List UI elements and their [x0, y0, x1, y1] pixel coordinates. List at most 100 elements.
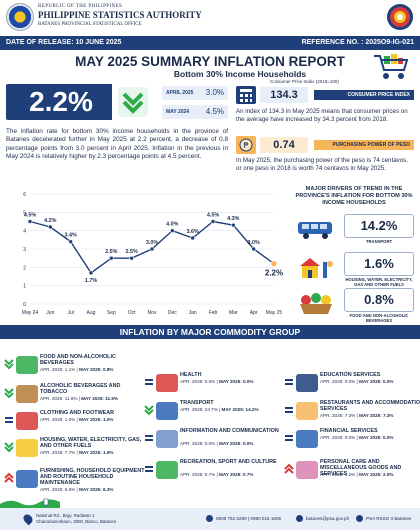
- landscape-illustration: [0, 498, 60, 510]
- driver-food: 0.8% FOOD AND NON-ALCOHOLIC BEVERAGES: [296, 288, 414, 324]
- commodity-item: EDUCATION SERVICES APR. 2025: 0.0% | MAY …: [284, 372, 420, 396]
- x-tick-label: Feb: [209, 310, 218, 316]
- data-label: 3.0%: [146, 240, 158, 246]
- commodity-apr-value: APR. 2025: 11.6%: [40, 396, 78, 401]
- headline-inflation-rate: 2.2%: [6, 84, 116, 120]
- trend-arrow-icon: [145, 379, 153, 385]
- y-tick-label: 5: [23, 210, 26, 216]
- ppp-value: 0.74: [260, 137, 308, 153]
- footer-facebook[interactable]: PSA RSSO II Batanes: [366, 516, 412, 521]
- commodity-may-value: MAY 2025: 0.8%: [79, 367, 114, 372]
- commodity-may-value: MAY 2025: 0.7%: [219, 472, 254, 477]
- data-point: [48, 224, 53, 230]
- commodity-icon: [16, 470, 38, 488]
- commodity-may-value: MAY 2025: 0.0%: [359, 379, 394, 384]
- drivers-title: MAJOR DRIVERS OF TREND IN THE PROVINCE'S…: [295, 186, 413, 206]
- commodity-apr-value: APR. 2025: 7.3%: [320, 413, 356, 418]
- x-tick-label: May 24: [22, 310, 39, 316]
- commodity-values: APR. 2025: 0.0% | MAY 2025: 0.0%: [320, 379, 394, 384]
- x-tick-label: Jun: [46, 310, 54, 316]
- may-2024-label: MAY 2024: [166, 109, 190, 115]
- driver-housing-value: 1.6%: [344, 252, 414, 276]
- trend-arrow-icon: [4, 359, 14, 370]
- x-tick-label: Aug: [87, 310, 96, 316]
- food-basket-icon: [300, 293, 332, 314]
- commodity-apr-value: APR. 2025: 1.1%: [40, 367, 76, 372]
- april-2025-rate-box: APRIL 2025 3.0%: [162, 86, 228, 100]
- commodity-apr-value: APR. 2025: 7.7%: [40, 450, 76, 455]
- header-office: BATANES PROVINCIAL STATISTICAL OFFICE: [38, 22, 142, 27]
- commodity-values: APR. 2025: 1.1% | MAY 2025: 0.8%: [40, 367, 114, 372]
- location-pin-icon: [21, 512, 35, 526]
- commodity-icon: [296, 374, 318, 392]
- data-point: [149, 246, 155, 252]
- data-label: 1.7%: [85, 278, 97, 284]
- commodity-values: APR. 2025: 11.6% | MAY 2025: 11.5%: [40, 396, 118, 401]
- shopping-cart-icon: [374, 54, 409, 79]
- release-band: DATE OF RELEASE: 10 JUNE 2025 REFERENCE …: [0, 36, 420, 50]
- driver-transport: 14.2% TRANSPORT: [296, 214, 414, 250]
- commodity-name: HOUSING, WATER, ELECTRICITY, GAS, AND OT…: [40, 437, 142, 449]
- april-2025-label: APRIL 2025: [166, 90, 194, 96]
- commodity-item: PERSONAL CARE AND MISCELLANEOUS GOODS AN…: [284, 459, 420, 483]
- commodity-values: APR. 2025: 0.7% | MAY 2025: 0.7%: [180, 472, 254, 477]
- footer-address-line-1: National Rd., Brgy. Radiwan 1: [36, 513, 95, 518]
- driver-housing: 1.6% HOUSING, WATER, ELECTRICITY, GAS AN…: [296, 252, 414, 288]
- commodity-item: INFORMATION AND COMMUNICATION APR. 2025: …: [144, 428, 284, 452]
- commodity-name: HEALTH: [180, 372, 202, 378]
- commodity-icon: [156, 374, 178, 392]
- decrease-arrow-icon: [112, 84, 152, 120]
- commodity-name: INFORMATION AND COMMUNICATION: [180, 428, 279, 434]
- data-point: [190, 235, 195, 241]
- commodity-may-value: MAY 2025: 14.2%: [221, 407, 259, 412]
- commodity-apr-value: APR. 2025: 0.7%: [180, 472, 216, 477]
- commodity-apr-value: APR. 2025: 1.0%: [40, 417, 76, 422]
- commodity-name: TRANSPORT: [180, 400, 214, 406]
- y-tick-label: 2: [23, 265, 26, 271]
- cpi-label: CONSUMER PRICE INDEX: [314, 90, 414, 100]
- commodity-values: APR. 2025: 0.0% | MAY 2025: 0.0%: [180, 379, 254, 384]
- commodity-apr-value: APR. 2025: 0.0%: [180, 379, 216, 384]
- data-point: [251, 246, 256, 252]
- data-label: 2.5%: [105, 249, 117, 255]
- commodity-item: TRANSPORT APR. 2025: 24.7% | MAY 2025: 14…: [144, 400, 284, 424]
- commodity-may-value: MAY 2025: 0.0%: [359, 435, 394, 440]
- data-point: [68, 239, 73, 244]
- data-point: [210, 219, 216, 224]
- data-point: [170, 228, 175, 233]
- footer: National Rd., Brgy. Radiwan 1 Chanariane…: [0, 508, 420, 530]
- commodity-values: APR. 2025: 7.3% | MAY 2025: 7.3%: [320, 413, 394, 418]
- commodity-name: FINANCIAL SERVICES: [320, 428, 378, 434]
- data-label: 4.5%: [207, 213, 219, 219]
- trend-arrow-icon: [4, 472, 14, 483]
- commodity-item: RESTAURANTS AND ACCOMMODATION SERVICES AP…: [284, 400, 420, 424]
- page-title: MAY 2025 SUMMARY INFLATION REPORT: [75, 54, 345, 69]
- driver-transport-value: 14.2%: [344, 214, 414, 238]
- commodity-icon: [16, 356, 38, 374]
- commodity-item: ALCOHOLIC BEVERAGES AND TOBACCO APR. 2025…: [4, 383, 144, 407]
- commodity-item: FURNISHING, HOUSEHOLD EQUIPMENT AND ROUT…: [4, 468, 145, 492]
- facebook-icon: [356, 515, 363, 522]
- release-date: DATE OF RELEASE: 10 JUNE 2025: [6, 39, 122, 46]
- data-label: 2.2%: [265, 269, 283, 278]
- calculator-icon: [236, 86, 256, 104]
- commodity-name: RESTAURANTS AND ACCOMMODATION SERVICES: [320, 400, 420, 412]
- cpi-paragraph: An index of 134.3 in May 2025 means that…: [236, 108, 408, 123]
- data-label: 3.0%: [248, 240, 260, 246]
- may-2024-value: 4.5%: [205, 107, 224, 116]
- trend-arrow-icon: [5, 417, 13, 423]
- commodity-values: APR. 2025: 0.0% | MAY 2025: 0.0%: [320, 435, 394, 440]
- y-tick-label: 0: [23, 302, 26, 308]
- data-point: [88, 270, 94, 276]
- ppp-label: PURCHASING POWER OF PESO: [314, 140, 414, 150]
- commodity-name: FOOD AND NON-ALCOHOLIC BEVERAGES: [40, 354, 116, 366]
- footer-email[interactable]: batanes@psa.gov.ph: [306, 516, 350, 521]
- data-label: 4.2%: [44, 218, 56, 224]
- header: REPUBLIC OF THE PHILIPPINES PHILIPPINE S…: [0, 0, 420, 36]
- commodity-values: APR. 2025: 0.0% | MAY 2025: 0.0%: [180, 441, 254, 446]
- commodity-name: PERSONAL CARE AND MISCELLANEOUS GOODS AN…: [320, 459, 402, 477]
- data-label: 3.4%: [65, 233, 77, 239]
- x-tick-label: Dec: [168, 310, 177, 316]
- trend-arrow-icon: [145, 466, 153, 472]
- ppp-paragraph: In May 2025, the purchasing power of the…: [236, 157, 408, 172]
